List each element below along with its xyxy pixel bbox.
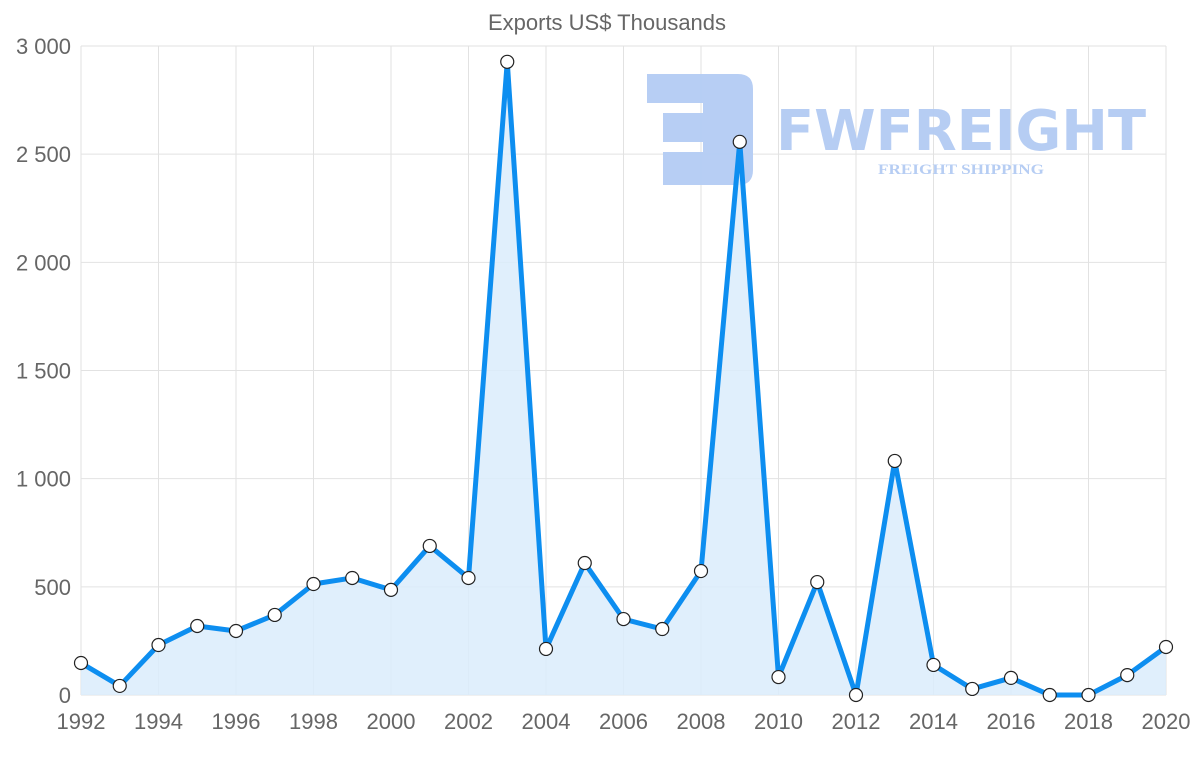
data-point[interactable]	[228, 623, 244, 639]
chart-title: Exports US$ Thousands	[488, 10, 726, 35]
x-tick-label: 2012	[832, 709, 881, 734]
data-point[interactable]	[1120, 667, 1135, 683]
data-point[interactable]	[693, 563, 709, 579]
y-tick-label: 2 000	[16, 250, 71, 275]
data-point[interactable]	[810, 574, 825, 590]
data-point[interactable]	[732, 134, 747, 149]
x-tick-label: 2014	[909, 709, 958, 734]
x-tick-label: 2004	[522, 709, 571, 734]
x-tick-label: 2020	[1142, 709, 1191, 734]
data-point[interactable]	[848, 687, 864, 703]
x-tick-label: 2018	[1064, 709, 1113, 734]
y-tick-label: 1 500	[16, 359, 71, 384]
x-tick-label: 2006	[599, 709, 648, 734]
data-point[interactable]	[1003, 670, 1019, 686]
x-tick-label: 1996	[212, 709, 261, 734]
x-tick-label: 1998	[289, 709, 338, 734]
data-point[interactable]	[190, 618, 205, 634]
y-axis-ticks: 0 500 1 000 1 500 2 000 2 500 3 000	[16, 34, 71, 708]
x-tick-label: 1994	[134, 709, 183, 734]
x-tick-label: 2010	[754, 709, 803, 734]
logo-mark-icon	[647, 74, 753, 185]
y-tick-label: 0	[59, 683, 71, 708]
data-point[interactable]	[926, 657, 941, 673]
y-tick-label: 3 000	[16, 34, 71, 59]
data-point[interactable]	[73, 655, 89, 671]
data-point[interactable]	[887, 453, 902, 469]
data-point[interactable]	[345, 570, 360, 586]
data-point[interactable]	[306, 576, 321, 592]
watermark-brand: FWFREIGHT	[776, 99, 1146, 164]
data-points	[73, 54, 1174, 703]
x-axis-ticks: 1992 1994 1996 1998 2000 2002 2004 2006 2008 2010…	[57, 709, 1191, 734]
x-tick-label: 2016	[987, 709, 1036, 734]
data-point[interactable]	[1042, 687, 1057, 703]
data-point[interactable]	[112, 678, 127, 694]
watermark-tagline: FREIGHT SHIPPING	[878, 162, 1044, 178]
area-fill	[81, 61, 1166, 695]
data-point[interactable]	[1158, 639, 1174, 655]
data-point[interactable]	[151, 637, 166, 653]
data-point[interactable]	[1081, 687, 1096, 703]
y-tick-label: 2 500	[16, 142, 71, 167]
data-point[interactable]	[422, 538, 437, 554]
data-point[interactable]	[500, 54, 515, 69]
x-tick-label: 2002	[444, 709, 493, 734]
grid	[80, 45, 1167, 696]
data-point[interactable]	[267, 607, 282, 623]
data-point[interactable]	[616, 611, 631, 627]
data-point[interactable]	[383, 582, 399, 597]
y-tick-label: 500	[34, 575, 71, 600]
data-point[interactable]	[538, 641, 554, 657]
x-tick-label: 2000	[367, 709, 416, 734]
x-tick-label: 2008	[677, 709, 726, 734]
x-tick-label: 1992	[57, 709, 106, 734]
data-point[interactable]	[461, 570, 476, 586]
y-tick-label: 1 000	[16, 467, 71, 492]
data-point[interactable]	[577, 555, 592, 571]
data-point[interactable]	[771, 669, 786, 685]
watermark-logo: FWFREIGHT FREIGHT SHIPPING	[647, 74, 1146, 185]
data-point[interactable]	[965, 681, 980, 697]
data-point[interactable]	[655, 621, 670, 637]
